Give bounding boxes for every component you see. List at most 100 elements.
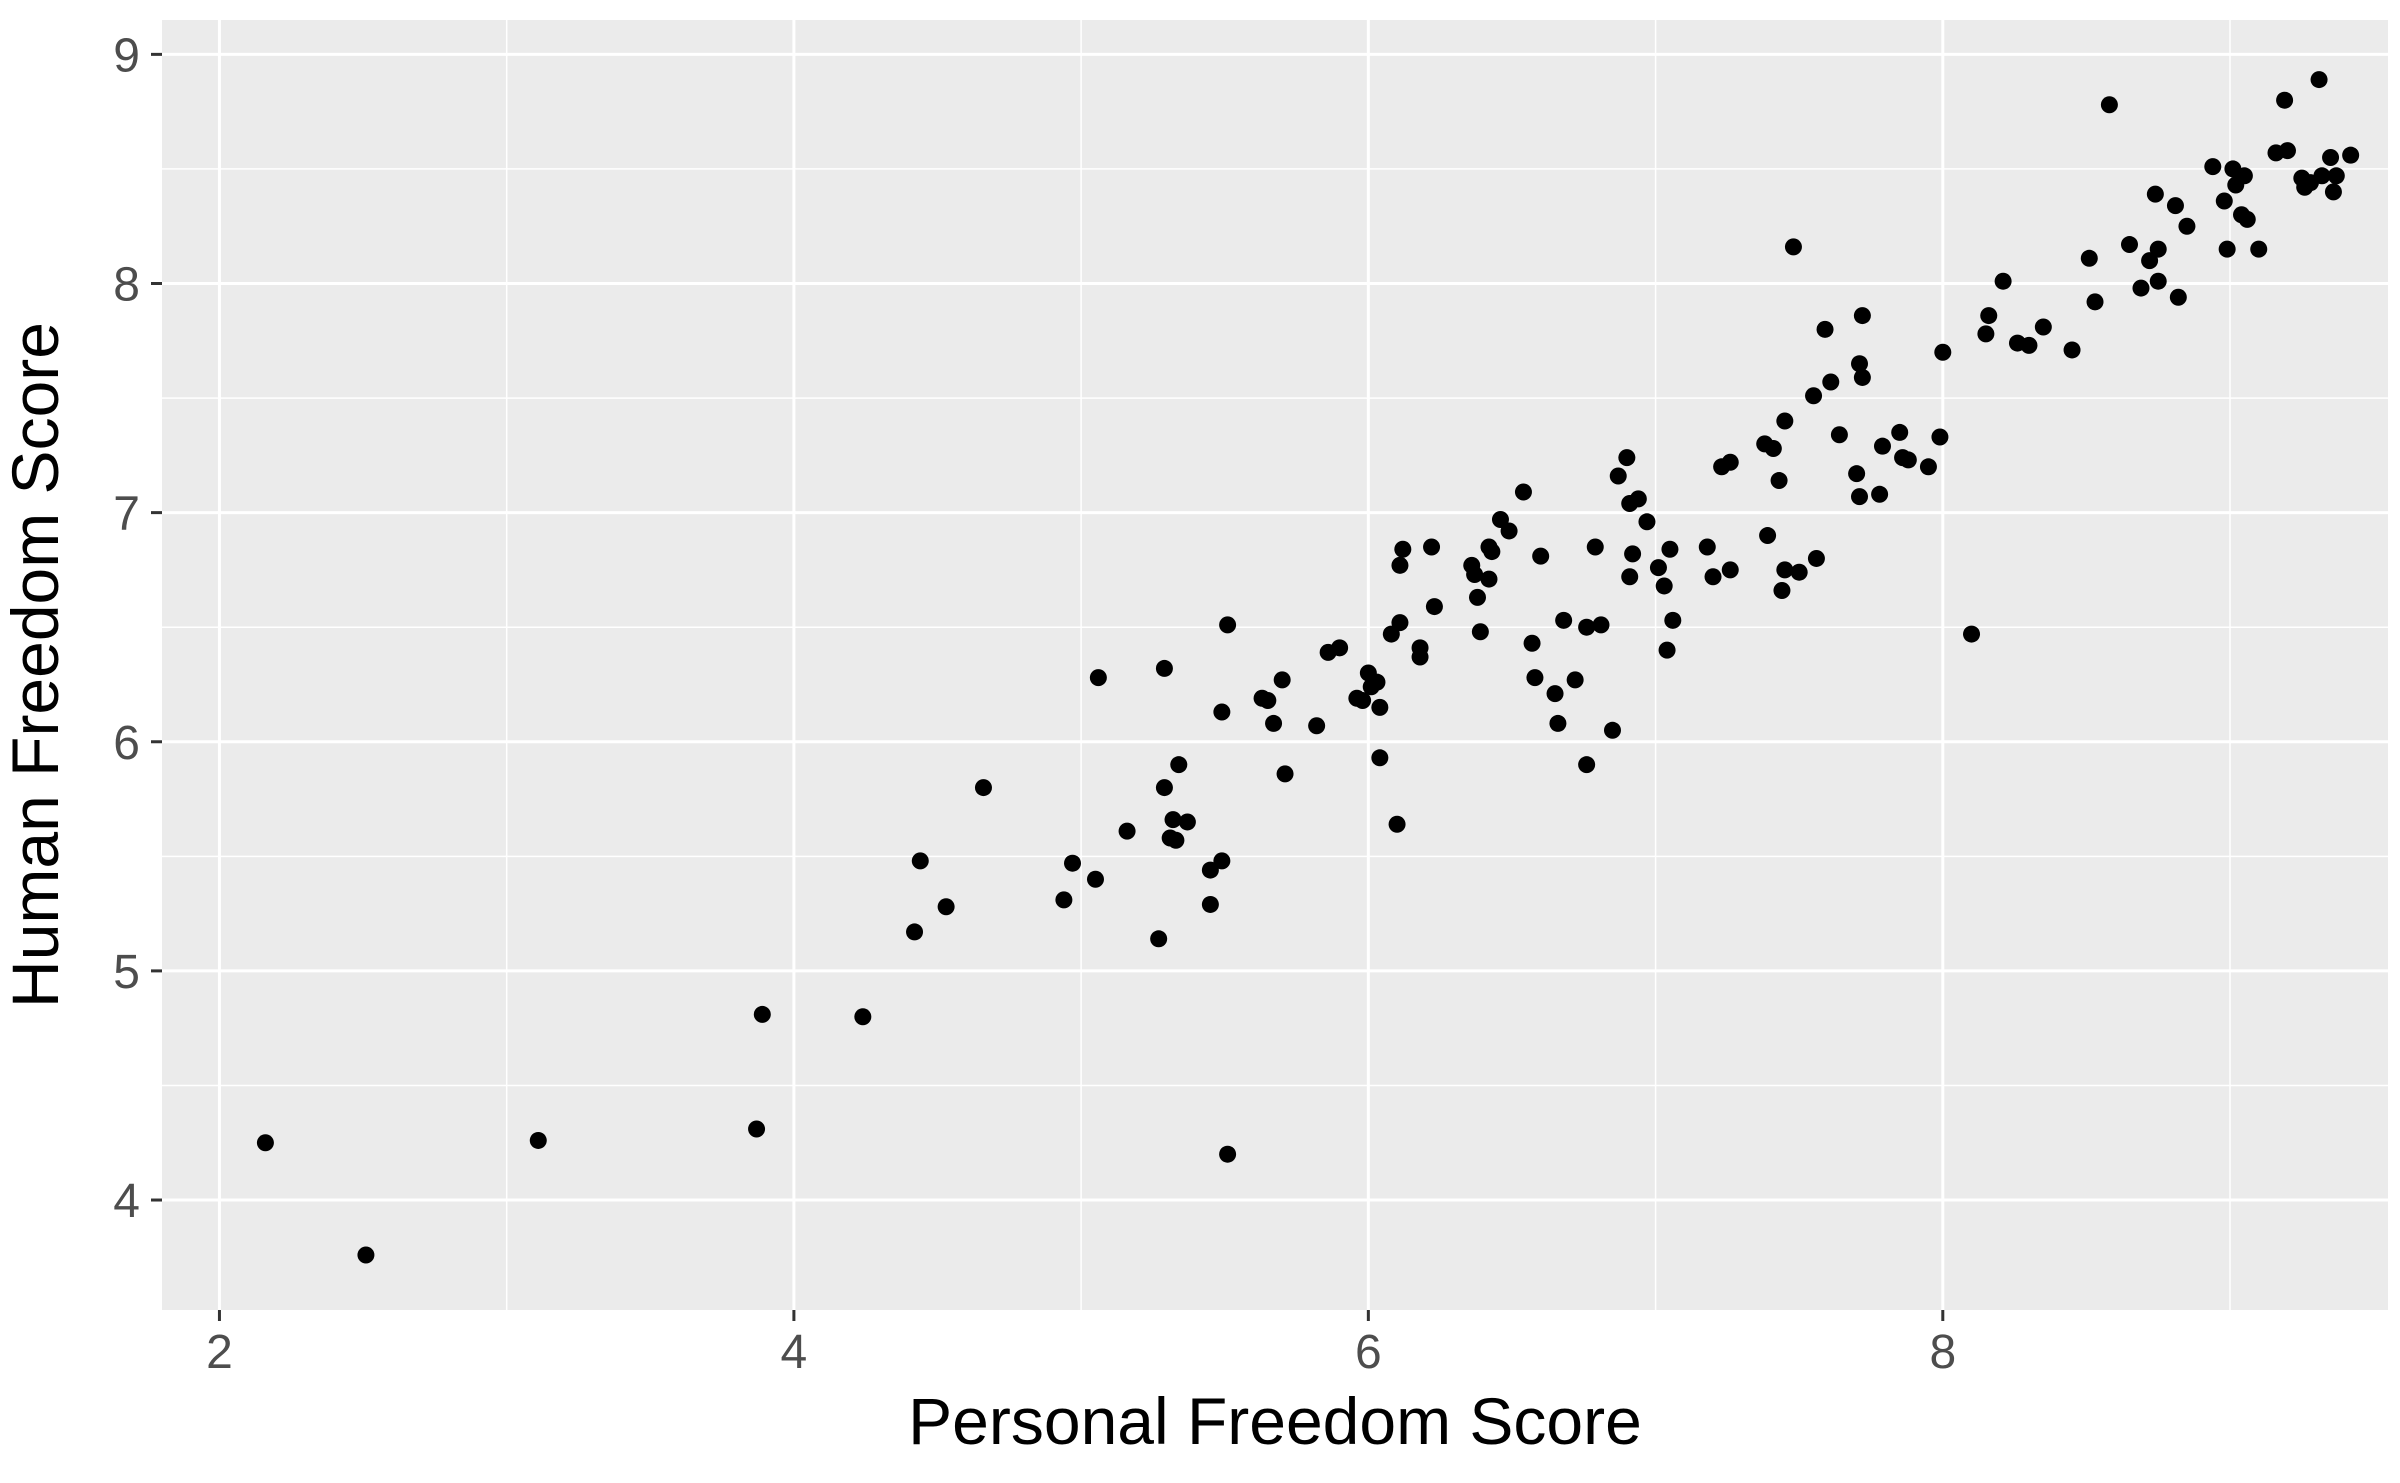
data-point [1629,490,1647,508]
data-point [748,1120,766,1138]
x-tick-label: 4 [781,1326,808,1379]
data-point [2215,192,2233,210]
data-point [1308,717,1326,735]
x-tick-label: 6 [1355,1326,1382,1379]
data-point [1773,582,1791,600]
data-point [1265,714,1283,732]
data-point [2149,272,2167,290]
data-point [1853,307,1871,325]
data-point [1994,272,2012,290]
data-point [1873,437,1891,455]
data-point [1664,611,1682,629]
data-point [2204,158,2222,176]
data-point [2034,318,2052,336]
minor-gridlines [162,20,2388,1310]
x-axis-title: Personal Freedom Score [908,1384,1642,1458]
y-tick-label: 7 [113,488,140,541]
data-point [1816,320,1834,338]
data-point [2132,279,2150,297]
data-point [1853,368,1871,386]
data-point [1704,568,1722,586]
data-point [1483,543,1501,561]
data-point [1480,570,1498,588]
y-axis-title: Human Freedom Score [0,322,72,1008]
y-tick-label: 9 [113,29,140,82]
data-point [2063,341,2081,359]
data-point [1213,703,1231,721]
data-point [1934,343,1952,361]
data-point [1170,756,1188,774]
data-point [1155,659,1173,677]
data-point [1423,538,1441,556]
data-point [1609,467,1627,485]
data-point [1064,854,1082,872]
data-point [2250,240,2268,258]
data-point [529,1131,547,1149]
data-point [1807,549,1825,567]
data-point [1655,577,1673,595]
data-point [1566,671,1584,689]
data-point [1592,616,1610,634]
data-point [1201,895,1219,913]
y-tick-label: 5 [113,946,140,999]
data-point [1764,439,1782,457]
data-point [1201,861,1219,879]
data-point [1848,465,1866,483]
data-point [1546,685,1564,703]
data-point [1661,540,1679,558]
data-point [1219,1145,1237,1163]
data-point [1259,692,1277,710]
y-tick-label: 6 [113,717,140,770]
data-point [906,923,924,941]
data-point [1638,513,1656,531]
x-tick-label: 8 [1929,1326,1956,1379]
data-point [1500,522,1518,540]
data-point [1698,538,1716,556]
data-point [1532,547,1550,565]
data-point [1586,538,1604,556]
data-point [1354,692,1372,710]
data-point [974,779,992,797]
data-point [2313,167,2331,185]
data-point [1471,623,1489,641]
data-point [2169,288,2187,306]
data-point [1603,721,1621,739]
data-point [937,898,955,916]
major-gridlines [162,20,2388,1310]
data-point [1891,423,1909,441]
data-point [2278,142,2296,160]
data-point [1118,822,1136,840]
data-point [1368,673,1386,691]
data-point [2178,217,2196,235]
data-point [1466,565,1484,583]
y-tick-label: 4 [113,1175,140,1228]
data-point [1164,811,1182,829]
data-point [854,1008,872,1026]
data-point [2020,336,2038,354]
data-point [1411,648,1429,666]
data-point [1526,669,1544,687]
data-point [1790,563,1808,581]
plot-panel [162,20,2388,1310]
data-point [1523,634,1541,652]
data-point [1219,616,1237,634]
data-point [1776,412,1794,430]
data-point [1776,561,1794,579]
data-point [1468,588,1486,606]
y-tick-label: 8 [113,258,140,311]
data-point [2080,249,2098,267]
data-point [2238,210,2256,228]
x-tick-label: 2 [206,1326,233,1379]
data-point [2086,293,2104,311]
data-point [1055,891,1073,909]
data-point [1977,325,1995,343]
data-point [256,1134,274,1152]
data-point [1150,930,1168,948]
data-point [2327,167,2345,185]
data-point [1963,625,1981,643]
data-point [2324,183,2342,201]
data-point [1394,540,1412,558]
x-axis: 2 4 6 8 [206,1310,1956,1379]
data-point [1931,428,1949,446]
